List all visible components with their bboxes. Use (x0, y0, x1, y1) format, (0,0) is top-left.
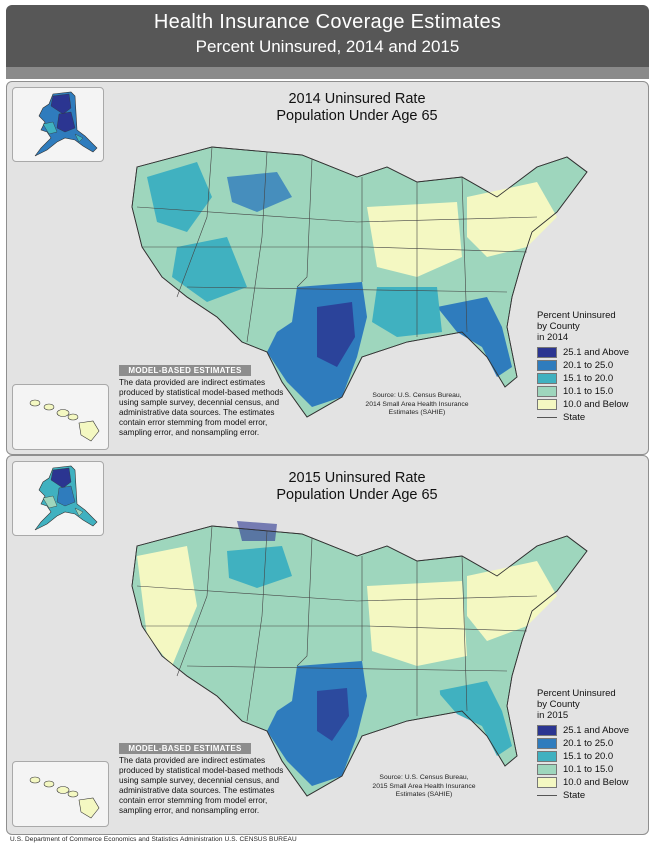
map-panel-2014: 2014 Uninsured Rate Population Under Age… (6, 81, 649, 455)
legend-swatch (537, 347, 557, 358)
source-note-2015: Source: U.S. Census Bureau, 2015 Small A… (372, 774, 476, 798)
legend-row-10: 10.1 to 15.0 (537, 385, 629, 398)
us-map-2015 (131, 521, 588, 797)
legend-row-state: State (537, 411, 629, 424)
hawaii-map (29, 776, 100, 819)
legend-swatch (537, 777, 557, 788)
hawaii-map (29, 399, 100, 442)
alaska-map (34, 91, 98, 157)
legend-label: 15.1 to 20.0 (563, 373, 614, 384)
legend-row-15: 15.1 to 20.0 (537, 372, 629, 385)
hawaii-inset (12, 761, 109, 827)
panel-title-2014: 2014 Uninsured Rate Population Under Age… (177, 91, 537, 125)
legend-label: 10.1 to 15.0 (563, 386, 614, 397)
panel-title-line1: 2015 Uninsured Rate (288, 470, 426, 486)
legend-swatch (537, 751, 557, 762)
source-note-2014: Source: U.S. Census Bureau, 2014 Small A… (365, 392, 469, 416)
alaska-inset (12, 461, 104, 536)
legend-2015: Percent Uninsured by County in 2015 25.1… (537, 688, 629, 802)
legend-row-25: 25.1 and Above (537, 724, 629, 737)
legend-swatch (537, 725, 557, 736)
header-band (6, 67, 649, 79)
footer-credit: U.S. Department of Commerce Economics an… (10, 836, 297, 843)
legend-swatch (537, 373, 557, 384)
alaska-map (34, 465, 98, 531)
model-based-text: The data provided are indirect estimates… (119, 378, 284, 437)
panel-title-line2: Population Under Age 65 (276, 487, 438, 503)
page-title: Health Insurance Coverage Estimates (153, 11, 502, 33)
legend-2014: Percent Uninsured by County in 2014 25.1… (537, 310, 629, 424)
legend-swatch (537, 399, 557, 410)
legend-row-20: 20.1 to 25.0 (537, 359, 629, 372)
legend-line (537, 795, 557, 796)
legend-label: 25.1 and Above (563, 725, 630, 736)
alaska-inset (12, 87, 104, 162)
us-map-2014 (131, 146, 588, 418)
legend-row-15: 15.1 to 20.0 (537, 750, 629, 763)
page-subtitle: Percent Uninsured, 2014 and 2015 (195, 37, 460, 56)
panel-title-2015: 2015 Uninsured Rate Population Under Age… (177, 470, 537, 504)
map-panel-2015: 2015 Uninsured Rate Population Under Age… (6, 455, 649, 835)
legend-swatch (537, 738, 557, 749)
legend-swatch (537, 764, 557, 775)
legend-label: 10.0 and Below (563, 399, 629, 410)
panel-title-line1: 2014 Uninsured Rate (288, 91, 426, 107)
legend-row-0: 10.0 and Below (537, 398, 629, 411)
legend-swatch (537, 360, 557, 371)
legend-label: 20.1 to 25.0 (563, 738, 614, 749)
legend-row-25: 25.1 and Above (537, 346, 629, 359)
legend-line (537, 417, 557, 418)
model-based-note-2015: MODEL-BASED ESTIMATES The data provided … (119, 743, 289, 816)
legend-label: 10.0 and Below (563, 777, 629, 788)
legend-swatch (537, 386, 557, 397)
legend-title: Percent Uninsured by County in 2015 (537, 688, 616, 721)
legend-row-20: 20.1 to 25.0 (537, 737, 629, 750)
legend-row-state: State (537, 789, 629, 802)
legend-row-10: 10.1 to 15.0 (537, 763, 629, 776)
legend-label: 20.1 to 25.0 (563, 360, 614, 371)
legend-label: 10.1 to 15.0 (563, 764, 614, 775)
model-based-note-2014: MODEL-BASED ESTIMATES The data provided … (119, 365, 289, 438)
legend-label: State (563, 790, 586, 801)
model-based-heading: MODEL-BASED ESTIMATES (119, 743, 251, 754)
hawaii-inset (12, 384, 109, 450)
model-based-heading: MODEL-BASED ESTIMATES (119, 365, 251, 376)
legend-label: 15.1 to 20.0 (563, 751, 614, 762)
legend-row-0: 10.0 and Below (537, 776, 629, 789)
panel-title-line2: Population Under Age 65 (276, 108, 438, 124)
legend-label: State (563, 412, 586, 423)
model-based-text: The data provided are indirect estimates… (119, 756, 284, 815)
page-header: Health Insurance Coverage Estimates Perc… (6, 5, 649, 67)
legend-title: Percent Uninsured by County in 2014 (537, 310, 616, 343)
legend-label: 25.1 and Above (563, 347, 630, 358)
